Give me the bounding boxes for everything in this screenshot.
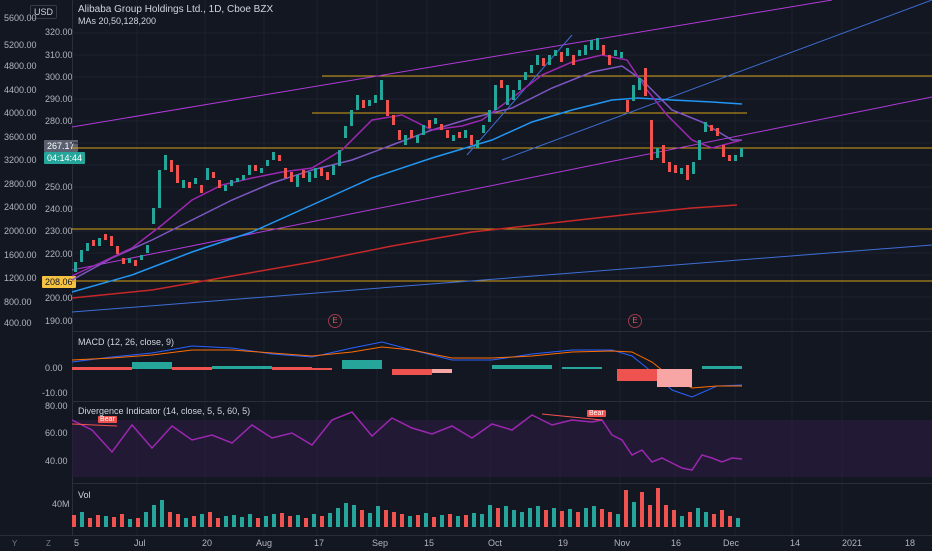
macd-axis-label: 0.00 xyxy=(45,363,63,373)
pane-separator[interactable] xyxy=(72,483,932,484)
earnings-marker[interactable]: E xyxy=(628,314,642,328)
z-icon[interactable]: Z xyxy=(46,539,51,548)
bear-divergence-label: Bear xyxy=(587,410,606,417)
macd-legend[interactable]: MACD (12, 26, close, 9) xyxy=(78,337,175,347)
currency-button[interactable]: USD xyxy=(30,5,58,19)
inner-axis-label: 310.00 xyxy=(45,50,73,60)
divergence-line xyxy=(72,411,743,471)
time-label: Aug xyxy=(256,538,273,548)
price-axis-label: 4800.00 xyxy=(4,61,37,71)
earnings-marker[interactable]: E xyxy=(328,314,342,328)
volume-bars xyxy=(72,488,740,527)
inner-axis-label: 200.00 xyxy=(45,293,73,303)
div-axis-label: 60.00 xyxy=(45,428,68,438)
marked-price-tag: 208.06 xyxy=(42,276,76,288)
ma-200-line xyxy=(72,204,738,299)
pane-separator[interactable] xyxy=(72,401,932,402)
price-axis-label: 2400.00 xyxy=(4,202,37,212)
price-axis-label: 4400.00 xyxy=(4,85,37,95)
ma-legend[interactable]: MAs 20,50,128,200 xyxy=(78,16,157,26)
inner-axis-label: 190.00 xyxy=(45,316,73,326)
price-axis-label: 3600.00 xyxy=(4,132,37,142)
price-axis-label: 1600.00 xyxy=(4,250,37,260)
y-icon[interactable]: Y xyxy=(12,539,18,548)
time-label: Nov xyxy=(614,538,631,548)
div-axis-label: 80.00 xyxy=(45,401,68,411)
time-label: 15 xyxy=(424,538,435,548)
time-label: 20 xyxy=(202,538,213,548)
inner-axis-label: 320.00 xyxy=(45,27,73,37)
price-axis-label: 3200.00 xyxy=(4,155,37,165)
candlesticks xyxy=(74,38,743,272)
inner-axis-label: 300.00 xyxy=(45,72,73,82)
macd-histogram xyxy=(72,360,742,387)
divergence-legend[interactable]: Divergence Indicator (14, close, 5, 5, 6… xyxy=(78,406,251,416)
inner-axis-label: 220.00 xyxy=(45,249,73,259)
time-label: Sep xyxy=(372,538,389,548)
countdown-tag: 04:14:44 xyxy=(44,152,86,164)
price-axis-label: 800.00 xyxy=(4,297,32,307)
divergence-band xyxy=(72,420,932,477)
price-axis-label: 5200.00 xyxy=(4,40,37,50)
price-axis-label: 5600.00 xyxy=(4,13,37,23)
price-axis-label: 4000.00 xyxy=(4,108,37,118)
inner-axis-label: 240.00 xyxy=(45,204,73,214)
current-price-tag: 267.17 xyxy=(44,140,78,152)
inner-axis-label: 290.00 xyxy=(45,94,73,104)
time-label: 16 xyxy=(671,538,682,548)
price-axis-label: 400.00 xyxy=(4,318,32,328)
time-label: Jul xyxy=(134,538,146,548)
macd-axis-label: -10.00 xyxy=(42,388,68,398)
time-label: 19 xyxy=(558,538,569,548)
time-label: 18 xyxy=(905,538,916,548)
div-axis-label: 40.00 xyxy=(45,456,68,466)
price-chart[interactable] xyxy=(72,0,932,535)
inner-axis-label: 250.00 xyxy=(45,182,73,192)
pane-separator[interactable] xyxy=(72,331,932,332)
time-axis[interactable]: Y Z 5 Jul 20 Aug 17 Sep 15 Oct 19 Nov 16… xyxy=(0,535,932,551)
vol-axis-label: 40M xyxy=(52,499,70,509)
volume-legend[interactable]: Vol xyxy=(78,490,91,500)
ma-128-line xyxy=(72,97,743,293)
time-label: 14 xyxy=(790,538,801,548)
time-label: Dec xyxy=(723,538,740,548)
price-axis-label: 1200.00 xyxy=(4,273,37,283)
price-axis[interactable]: USD 5200.00 4800.00 4400.00 4000.00 3600… xyxy=(0,0,86,535)
inner-axis-label: 230.00 xyxy=(45,226,73,236)
time-label: 17 xyxy=(314,538,325,548)
chart-title[interactable]: Alibaba Group Holdings Ltd., 1D, Cboe BZ… xyxy=(78,4,274,15)
time-label: 5 xyxy=(74,538,80,548)
bear-divergence-label: Bear xyxy=(98,416,117,423)
inner-axis-label: 280.00 xyxy=(45,116,73,126)
price-axis-label: 2800.00 xyxy=(4,179,37,189)
time-label: 2021 xyxy=(842,538,863,548)
price-axis-label: 2000.00 xyxy=(4,226,37,236)
time-label: Oct xyxy=(488,538,503,548)
ma-50-line xyxy=(72,65,742,281)
